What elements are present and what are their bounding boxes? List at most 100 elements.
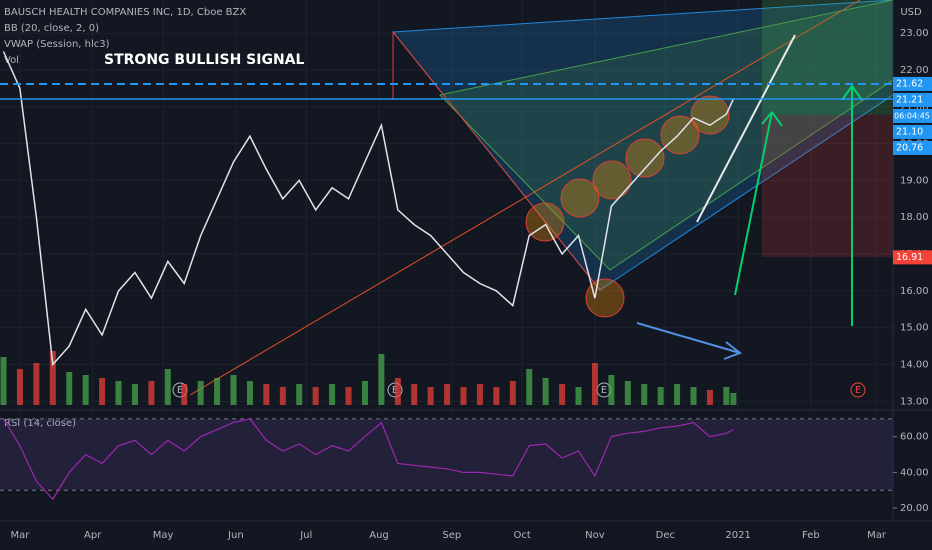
drawings <box>189 0 894 396</box>
price-tag-label: 16.91 <box>896 252 923 263</box>
price-tag <box>893 92 932 107</box>
circle <box>660 115 700 155</box>
y-tick-label: 18.00 <box>900 212 929 223</box>
volume-bar <box>296 384 303 405</box>
circle <box>525 202 565 242</box>
y-tick-label: 14.00 <box>900 360 929 371</box>
indicator: Vol <box>4 55 19 66</box>
volume-bar <box>730 393 737 405</box>
price-line <box>2 51 735 367</box>
arrow-head <box>841 84 863 101</box>
volume-bar <box>131 384 138 405</box>
x-tick-label: Mar <box>867 530 887 541</box>
y-tick-label: 13.00 <box>900 396 929 407</box>
volume-bar <box>674 384 681 405</box>
volume-bar <box>394 378 401 405</box>
volume-bar <box>509 381 516 405</box>
volume-bar <box>329 384 336 405</box>
volume-bar <box>0 357 7 405</box>
volume-bar <box>312 387 319 405</box>
x-tick-label: Feb <box>802 530 820 541</box>
volume-bar <box>49 351 56 405</box>
volume-bar <box>493 387 500 405</box>
earnings-text: E <box>601 385 607 396</box>
x-tick-label: Aug <box>369 530 389 541</box>
rsi-panel <box>0 413 893 521</box>
volume-bar <box>82 375 89 405</box>
rsi-tick-label: 60.00 <box>900 432 929 443</box>
x-tick-label: Apr <box>84 530 102 541</box>
volume-bar <box>723 387 730 405</box>
target-box <box>762 0 893 115</box>
volume-bar <box>411 384 418 405</box>
volume-bar <box>230 375 237 405</box>
volume-bar <box>148 381 155 405</box>
volume-bar <box>214 378 221 405</box>
x-tick-label: Jun <box>227 530 244 541</box>
x-tick-label: May <box>153 530 174 541</box>
volume-bar <box>263 384 270 405</box>
trend-line <box>189 0 861 396</box>
volume-bar <box>279 387 286 405</box>
volume-bar <box>181 384 188 405</box>
circle <box>592 160 632 200</box>
blue-arrow <box>636 322 741 354</box>
volume-bar <box>115 381 122 405</box>
rsi-tick-label: 20.00 <box>900 503 929 514</box>
arrow-head <box>723 341 743 360</box>
volume-bar <box>361 381 368 405</box>
earnings-text: E <box>855 385 861 396</box>
volume-bar <box>427 387 434 405</box>
x-tick-label: Oct <box>514 530 531 541</box>
rsi-tick-label: 40.00 <box>900 467 929 478</box>
volume-bar <box>706 390 713 405</box>
y-tick-label: 22.00 <box>900 65 929 76</box>
x-tick-label: 2021 <box>725 530 750 541</box>
y-tick-label: 21.00 <box>900 102 929 113</box>
price-tag-label: 21.21 <box>896 94 923 105</box>
price-tag <box>893 250 932 265</box>
volume-bar <box>624 381 631 405</box>
white-arrow <box>696 34 796 223</box>
price-tag <box>893 140 932 155</box>
y-tick-label: 23.00 <box>900 28 929 39</box>
volume-bar <box>345 387 352 405</box>
volume-bar <box>657 387 664 405</box>
volume-bar <box>690 387 697 405</box>
volume-bar <box>444 384 451 405</box>
volume-bar <box>559 384 566 405</box>
rsi-band <box>0 418 893 491</box>
volume-bar <box>476 384 483 405</box>
indicator: BB (20, close, 2, 0) <box>4 23 99 34</box>
indicator: VWAP (Session, hlc3) <box>4 39 110 50</box>
volume-bar <box>608 375 615 405</box>
pitchfork-handle <box>392 31 601 291</box>
earnings-text: E <box>177 385 183 396</box>
volume-bar <box>246 381 253 405</box>
symbol: BAUSCH HEALTH COMPANIES INC, 1D, Cboe BZ… <box>4 7 246 18</box>
countdown-bg <box>893 108 932 123</box>
annotation: STRONG BULLISH SIGNAL <box>104 52 304 68</box>
price-tag <box>893 124 932 139</box>
currency: USD <box>900 7 922 18</box>
volume-bar <box>575 387 582 405</box>
volume-bar <box>641 384 648 405</box>
volume-bar <box>164 369 171 405</box>
circle <box>690 95 730 135</box>
countdown: 06:04:45 <box>894 111 930 120</box>
circle <box>585 278 625 318</box>
volume-bar <box>99 378 106 405</box>
price-tag <box>893 76 932 91</box>
volume-bar <box>591 363 598 405</box>
volume-bar <box>460 387 467 405</box>
volume-bar <box>197 381 204 405</box>
earnings-marker <box>850 382 866 398</box>
x-tick-label: Nov <box>585 530 605 541</box>
price-tag-label: 21.10 <box>896 126 923 137</box>
rsi-line <box>2 418 734 501</box>
circle <box>560 178 600 218</box>
y-tick-label: 16.00 <box>900 286 929 297</box>
volume-bar <box>378 354 385 405</box>
x-tick-label: Jul <box>299 530 312 541</box>
